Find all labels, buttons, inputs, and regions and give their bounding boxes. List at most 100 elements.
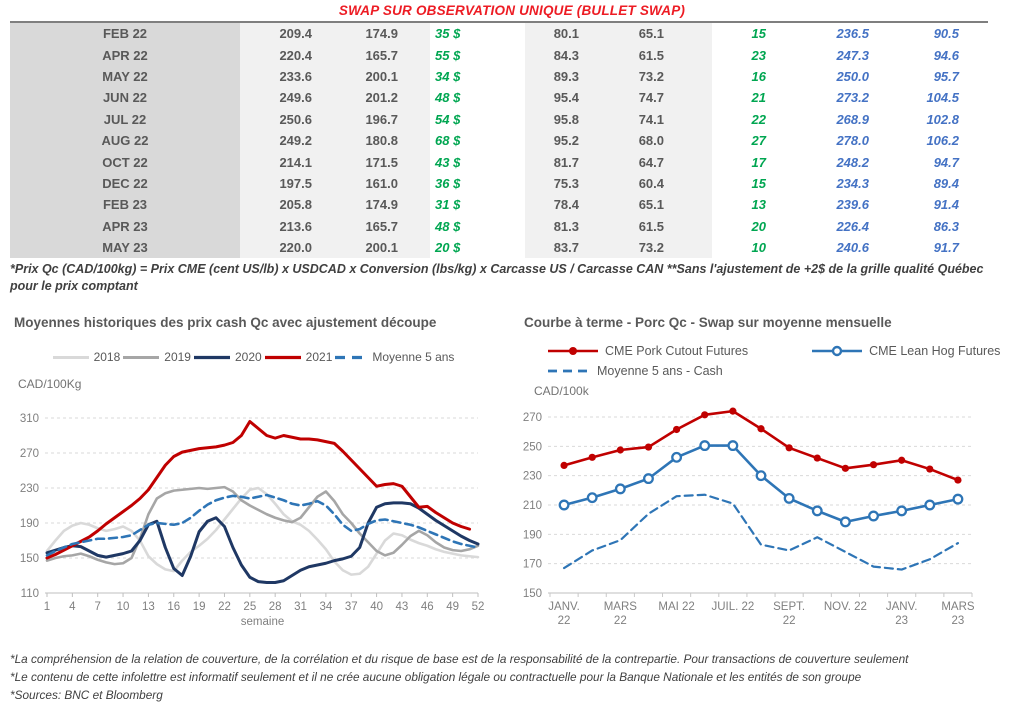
- table-cell: 95.4: [525, 87, 615, 109]
- table-row: JUL 22 250.6 196.7 54 $ 95.8 74.1 22 268…: [10, 108, 990, 130]
- line-swatch-icon: [52, 355, 89, 359]
- table-cell: 174.9: [330, 194, 430, 216]
- legend-label: Moyenne 5 ans: [372, 350, 455, 364]
- line-dot-swatch-icon: [548, 347, 598, 355]
- table-cell: 60.4: [615, 172, 712, 195]
- table-cell: 61.5: [615, 215, 712, 237]
- svg-text:230: 230: [20, 483, 39, 495]
- table-cell: 48 $: [435, 218, 461, 234]
- month-cell: FEB 23: [10, 194, 240, 216]
- dashed-line-swatch-icon: [548, 369, 590, 373]
- table-cell: 91.4: [933, 197, 959, 213]
- table-cell: 36 $: [435, 175, 461, 191]
- table-cell: 80.1: [525, 23, 615, 45]
- legend-label: 2018: [93, 350, 121, 364]
- legend-label: 2019: [164, 350, 191, 364]
- table-cell: 180.8: [330, 129, 430, 152]
- table-cell: 17: [751, 154, 766, 170]
- table-cell: 233.6: [240, 65, 330, 88]
- svg-text:250: 250: [523, 441, 542, 453]
- svg-text:170: 170: [523, 559, 542, 571]
- table-cell: 65.1: [615, 194, 712, 216]
- table-cell: 213.6: [240, 215, 330, 237]
- svg-text:310: 310: [20, 413, 39, 425]
- table-cell: 89.4: [933, 175, 959, 191]
- swap-table: FEB 22 209.4 174.9 35 $ 80.1 65.1 15 236…: [10, 23, 990, 259]
- left-chart-title: Moyennes historiques des prix cash Qc av…: [14, 315, 437, 330]
- svg-text:49: 49: [446, 601, 459, 613]
- table-cell: 250.0: [836, 68, 869, 84]
- table-cell: 226.4: [836, 218, 869, 234]
- table-cell: 78.4: [525, 194, 615, 216]
- table-row: MAY 23 220.0 200.1 20 $ 83.7 73.2 10 240…: [10, 236, 990, 259]
- table-row: FEB 22 209.4 174.9 35 $ 80.1 65.1 15 236…: [10, 23, 990, 45]
- table-cell: 10: [751, 240, 766, 256]
- table-cell: 22: [751, 111, 766, 127]
- right-chart-title: Courbe à terme - Porc Qc - Swap sur moye…: [524, 315, 892, 330]
- table-cell: 94.6: [933, 47, 959, 63]
- table-cell: 268.9: [836, 111, 869, 127]
- table-cell: 171.5: [330, 151, 430, 173]
- left-chart-unit-label: CAD/100Kg: [18, 377, 82, 391]
- svg-text:1: 1: [44, 601, 50, 613]
- table-cell: 236.5: [836, 26, 869, 42]
- table-cell: 86.3: [933, 218, 959, 234]
- svg-text:150: 150: [523, 588, 542, 600]
- legend-row: Moyenne 5 ans - Cash: [546, 361, 1000, 381]
- svg-text:270: 270: [20, 448, 39, 460]
- table-cell: 205.8: [240, 194, 330, 216]
- legend-item-lean-hog: CME Lean Hog Futures: [810, 344, 1000, 358]
- footnote-line: *La compréhension de la relation de couv…: [10, 652, 909, 666]
- table-cell: 201.2: [330, 87, 430, 109]
- line-swatch-icon: [264, 355, 301, 359]
- svg-text:230: 230: [523, 471, 542, 483]
- table-cell: 102.8: [926, 111, 959, 127]
- table-cell: 197.5: [240, 172, 330, 195]
- table-cell: 248.2: [836, 154, 869, 170]
- table-cell: 84.3: [525, 44, 615, 66]
- svg-text:34: 34: [319, 601, 332, 613]
- line-swatch-icon: [193, 355, 230, 359]
- month-cell: MAY 23: [10, 236, 240, 259]
- table-cell: 34 $: [435, 68, 461, 84]
- table-cell: 27: [751, 133, 766, 149]
- footnote-line: *Le contenu de cette infolettre est info…: [10, 670, 862, 684]
- month-cell: APR 22: [10, 44, 240, 66]
- table-row: OCT 22 214.1 171.5 43 $ 81.7 64.7 17 248…: [10, 151, 990, 173]
- svg-text:SEPT.22: SEPT. 22: [773, 601, 805, 627]
- table-cell: 95.2: [525, 129, 615, 152]
- table-cell: 220.4: [240, 44, 330, 66]
- table-cell: 74.7: [615, 87, 712, 109]
- table-cell: 214.1: [240, 151, 330, 173]
- svg-text:210: 210: [523, 500, 542, 512]
- legend-item-pork-cutout: CME Pork Cutout Futures: [546, 344, 748, 358]
- table-cell: 31 $: [435, 197, 461, 213]
- legend-row: CME Pork Cutout Futures CME Lean Hog Fut…: [546, 341, 1000, 361]
- month-cell: JUL 22: [10, 108, 240, 130]
- svg-text:190: 190: [523, 529, 542, 541]
- legend-item-moyenne-cash: Moyenne 5 ans - Cash: [546, 364, 723, 378]
- table-cell: 81.7: [525, 151, 615, 173]
- table-cell: 250.6: [240, 108, 330, 130]
- table-cell: 23: [751, 47, 766, 63]
- legend-item-2020: 2020: [193, 350, 262, 364]
- svg-text:16: 16: [167, 601, 180, 613]
- table-cell: 174.9: [330, 23, 430, 45]
- line-swatch-icon: [123, 355, 160, 359]
- month-cell: DEC 22: [10, 172, 240, 195]
- table-row: FEB 23 205.8 174.9 31 $ 78.4 65.1 13 239…: [10, 194, 990, 216]
- legend-item-moyenne-5-ans: Moyenne 5 ans: [334, 350, 454, 364]
- table-row: AUG 22 249.2 180.8 68 $ 95.2 68.0 27 278…: [10, 129, 990, 152]
- right-chart-legend: CME Pork Cutout Futures CME Lean Hog Fut…: [546, 341, 1000, 381]
- table-cell: 273.2: [836, 90, 869, 106]
- table-cell: 165.7: [330, 215, 430, 237]
- table-cell: 68 $: [435, 133, 461, 149]
- table-cell: 94.7: [933, 154, 959, 170]
- svg-text:semaine: semaine: [241, 616, 284, 628]
- table-cell: 15: [751, 26, 766, 42]
- table-cell: 65.1: [615, 23, 712, 45]
- legend-item-2019: 2019: [122, 350, 191, 364]
- table-row: APR 23 213.6 165.7 48 $ 81.3 61.5 20 226…: [10, 215, 990, 237]
